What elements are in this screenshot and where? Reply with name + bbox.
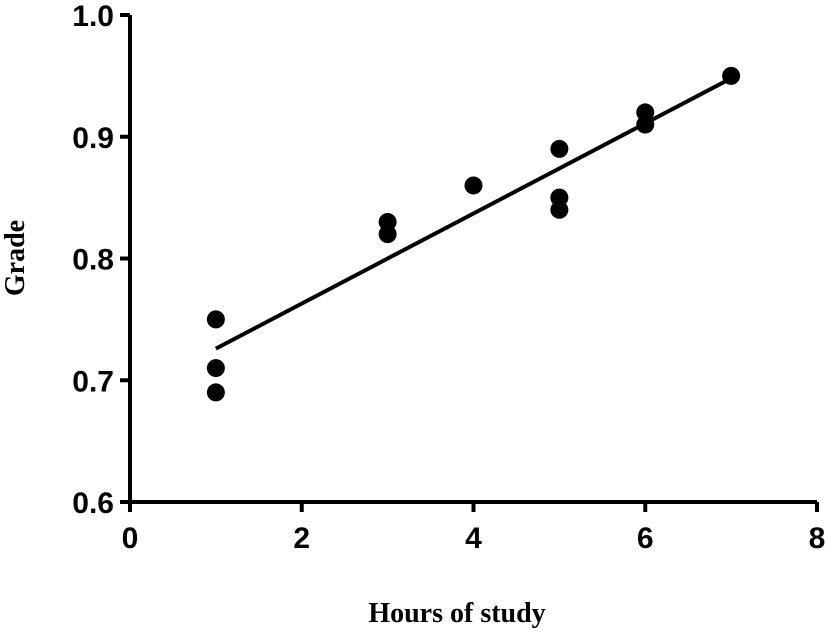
data-point: [378, 225, 397, 244]
x-tick-label: 4: [465, 522, 482, 555]
x-tick-label: 6: [637, 522, 654, 555]
x-tick-label: 8: [809, 522, 825, 555]
trendline: [214, 76, 733, 351]
y-axis-title: Grade: [0, 220, 31, 296]
trendline-group: [214, 76, 733, 351]
y-tick-label: 1.0: [72, 0, 114, 33]
y-tick-label: 0.7: [72, 365, 114, 398]
y-tick-label: 0.9: [72, 122, 114, 155]
x-tick-label: 0: [122, 522, 139, 555]
tick-marks: [120, 13, 819, 512]
data-point: [206, 310, 225, 329]
y-tick-label: 0.6: [72, 487, 114, 520]
data-point: [206, 383, 225, 402]
data-point: [550, 200, 569, 219]
data-point: [636, 115, 655, 134]
data-point: [464, 176, 483, 195]
y-tick-label: 0.8: [72, 244, 114, 277]
x-axis-title: Hours of study: [368, 598, 545, 629]
data-point: [550, 139, 569, 158]
data-point: [206, 359, 225, 378]
data-points: [206, 66, 741, 402]
data-point: [722, 66, 741, 85]
tick-labels: 0 2 4 6 8 0.6 0.7 0.8 0.9 1.0: [72, 0, 825, 555]
x-tick-label: 2: [293, 522, 310, 555]
